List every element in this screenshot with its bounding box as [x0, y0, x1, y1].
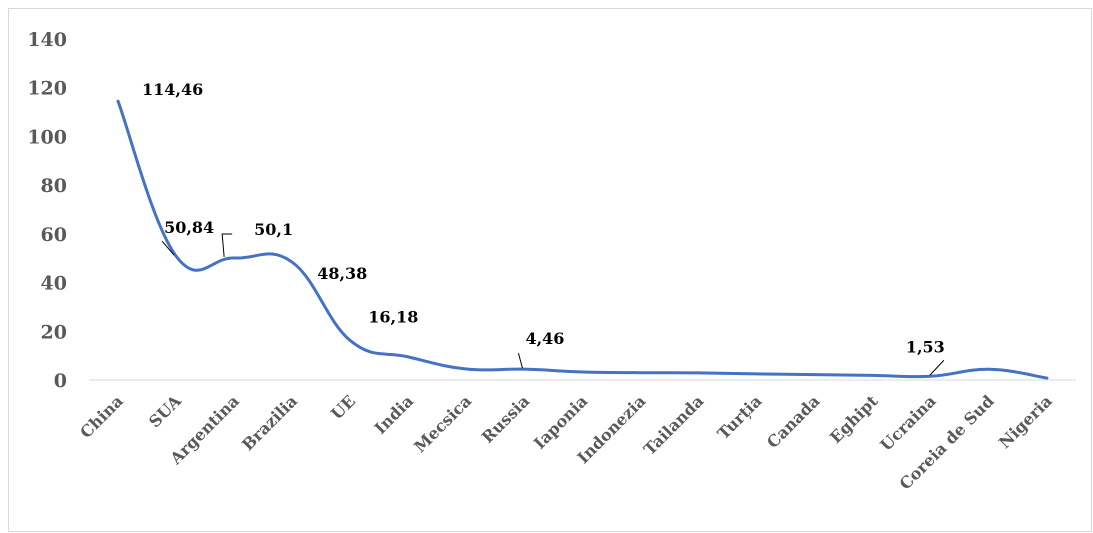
data-label: 16,18 [368, 308, 418, 327]
x-tick-label: Nigeria [995, 391, 1056, 452]
x-tick-label: Mecsica [410, 391, 475, 456]
data-label-leader [929, 359, 945, 376]
x-tick-label: China [76, 391, 127, 442]
y-tick-label: 100 [27, 126, 67, 148]
x-tick-label: SUA [145, 391, 185, 431]
x-tick-label: Iaponia [530, 391, 591, 452]
x-tick-label: Brazilia [238, 391, 301, 454]
data-label-leader [517, 353, 523, 369]
y-tick-label: 20 [41, 321, 67, 343]
x-tick-label: Tailanda [640, 391, 707, 458]
data-label: 1,53 [906, 337, 945, 356]
y-tick-label: 0 [54, 370, 67, 392]
data-label-leader [161, 240, 175, 256]
y-tick-label: 80 [41, 175, 67, 197]
series-line [116, 99, 1049, 380]
x-tick-label: Eghipt [826, 391, 882, 447]
data-label: 4,46 [525, 329, 564, 348]
y-tick-label: 40 [41, 273, 67, 295]
y-tick-label: 60 [41, 224, 67, 246]
y-tick-label: 140 [27, 29, 67, 51]
chart-area: 0 20 40 60 80 100 120 140 China SUA Argentina Brazi… [8, 8, 1092, 532]
x-tick-label: India [371, 391, 417, 437]
x-tick-label: Canada [763, 391, 824, 452]
data-label: 114,46 [142, 80, 203, 99]
data-label: 50,1 [254, 220, 293, 239]
x-tick-label: Russia [478, 391, 533, 446]
x-tick-label: Turția [714, 391, 766, 443]
data-label: 48,38 [317, 264, 367, 283]
data-label-leader [221, 233, 233, 258]
x-tick-label: UE [327, 391, 359, 423]
data-label: 50,84 [164, 218, 214, 237]
y-tick-label: 120 [27, 78, 67, 100]
